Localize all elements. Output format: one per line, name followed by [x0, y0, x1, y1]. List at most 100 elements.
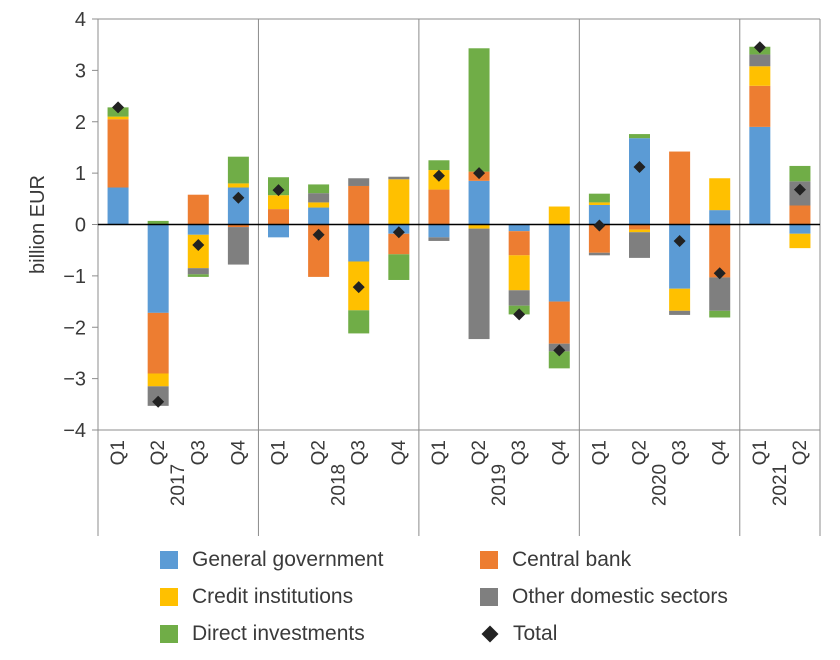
- bar-segment-general-government: [308, 207, 330, 225]
- year-label: 2018: [329, 464, 350, 506]
- quarter-label: Q3: [188, 440, 209, 465]
- bar-segment-central-bank: [187, 194, 209, 225]
- quarter-label: Q2: [309, 440, 330, 465]
- y-tick-label: 4: [75, 9, 86, 31]
- total-marker: [392, 226, 405, 239]
- quarter-label: Q4: [549, 440, 570, 466]
- quarter-label: Q1: [750, 440, 771, 465]
- bar-segment-other-domestic-sectors: [749, 54, 771, 67]
- bar-segment-central-bank: [629, 224, 650, 230]
- bar-segment-direct-investments: [227, 156, 249, 184]
- bar-segment-direct-investments: [629, 134, 650, 139]
- y-tick-label: −4: [63, 420, 86, 442]
- legend-swatch: [480, 588, 498, 606]
- total-marker: [553, 344, 566, 357]
- bar-segment-other-domestic-sectors: [709, 277, 731, 311]
- legend-item: Total: [480, 622, 557, 646]
- bar-segment-other-domestic-sectors: [388, 176, 410, 180]
- total-marker: [352, 281, 365, 294]
- legend-label: General government: [192, 548, 384, 571]
- bar-segment-credit-institutions: [789, 233, 811, 249]
- bar-segment-direct-investments: [588, 193, 610, 203]
- total-marker: [513, 308, 526, 321]
- legend-swatch: [160, 551, 178, 569]
- total-marker: [673, 234, 686, 247]
- total-marker: [232, 191, 245, 204]
- bar-segment-central-bank: [749, 85, 771, 127]
- legend-label: Direct investments: [192, 622, 365, 645]
- bar-segment-central-bank: [508, 231, 530, 256]
- bar-segment-credit-institutions: [548, 206, 570, 225]
- bar-segment-general-government: [588, 204, 610, 225]
- bar-segment-direct-investments: [147, 220, 169, 225]
- bar-segment-credit-institutions: [107, 116, 129, 120]
- chart-plot: 4 3 2 1 0 −1 −2 −3 −4 billion EUR Q1 Q2 Q3 Q4 2017 Q1 Q2…: [27, 9, 821, 536]
- year-label: 2020: [650, 464, 671, 506]
- total-marker: [432, 169, 445, 182]
- y-axis-label: billion EUR: [27, 175, 49, 274]
- total-marker: [192, 239, 205, 252]
- bar-segment-central-bank: [428, 189, 450, 225]
- year-label: 2021: [770, 464, 791, 506]
- bar-segment-credit-institutions: [468, 224, 490, 229]
- legend-item: Credit institutions: [160, 585, 353, 609]
- bar-segment-direct-investments: [468, 48, 490, 172]
- bar-segment-credit-institutions: [268, 195, 289, 210]
- bar-segment-other-domestic-sectors: [227, 227, 249, 265]
- bar-segment-central-bank: [789, 205, 811, 225]
- bar-segment-central-bank: [107, 119, 129, 188]
- bar-segment-central-bank: [147, 312, 169, 374]
- bar-segment-credit-institutions: [749, 66, 771, 86]
- bar-segment-general-government: [508, 224, 530, 232]
- bar-segment-direct-investments: [428, 160, 450, 171]
- bar-segment-central-bank: [388, 233, 410, 255]
- y-tick-label: −3: [63, 369, 86, 391]
- bar-segment-general-government: [749, 126, 771, 225]
- bar-segment-other-domestic-sectors: [669, 310, 691, 315]
- bar-segment-other-domestic-sectors: [428, 237, 450, 241]
- legend-item: Direct investments: [160, 622, 365, 646]
- total-marker: [152, 395, 165, 408]
- y-tick-label: 2: [75, 112, 86, 134]
- bar-segment-other-domestic-sectors: [629, 232, 650, 258]
- bar-segment-direct-investments: [388, 254, 410, 280]
- bar-segment-central-bank: [548, 301, 570, 344]
- total-marker: [633, 160, 646, 173]
- bar-segment-general-government: [548, 224, 570, 302]
- bar-segment-general-government: [669, 224, 691, 289]
- bar-segment-other-domestic-sectors: [308, 193, 330, 203]
- bar-segment-credit-institutions: [588, 202, 610, 205]
- bar-segment-general-government: [268, 224, 289, 238]
- legend-item: General government: [160, 548, 383, 572]
- quarter-label: Q2: [148, 440, 169, 465]
- y-tick-label: 3: [75, 60, 86, 82]
- bar-segment-other-domestic-sectors: [468, 228, 490, 340]
- legend-label: Credit institutions: [192, 585, 354, 608]
- bar-segment-general-government: [789, 224, 811, 234]
- bar-segment-credit-institutions: [629, 229, 650, 233]
- bar-segment-general-government: [629, 138, 650, 225]
- bar-segment-credit-institutions: [709, 178, 731, 211]
- bar-segment-credit-institutions: [669, 288, 691, 311]
- bar-segment-general-government: [147, 224, 169, 313]
- bar-segment-direct-investments: [789, 165, 811, 182]
- total-marker: [112, 101, 125, 114]
- year-label: 2017: [168, 464, 189, 506]
- total-marker: [753, 41, 766, 54]
- quarter-label: Q3: [349, 440, 370, 465]
- bar-segment-credit-institutions: [508, 255, 530, 291]
- total-marker: [473, 167, 486, 180]
- bar-segment-central-bank: [227, 224, 249, 228]
- bar-segment-central-bank: [709, 224, 731, 278]
- quarter-label: Q3: [509, 440, 530, 465]
- quarter-label: Q1: [589, 440, 610, 465]
- bar-segment-central-bank: [588, 224, 610, 253]
- y-tick-label: 1: [75, 163, 86, 185]
- bar-segment-central-bank: [669, 151, 691, 225]
- quarter-label: Q1: [269, 440, 290, 465]
- bar-segment-direct-investments: [187, 274, 209, 277]
- y-tick-label: −1: [63, 266, 86, 288]
- bar-segment-credit-institutions: [147, 373, 169, 387]
- quarter-label: Q4: [228, 440, 249, 466]
